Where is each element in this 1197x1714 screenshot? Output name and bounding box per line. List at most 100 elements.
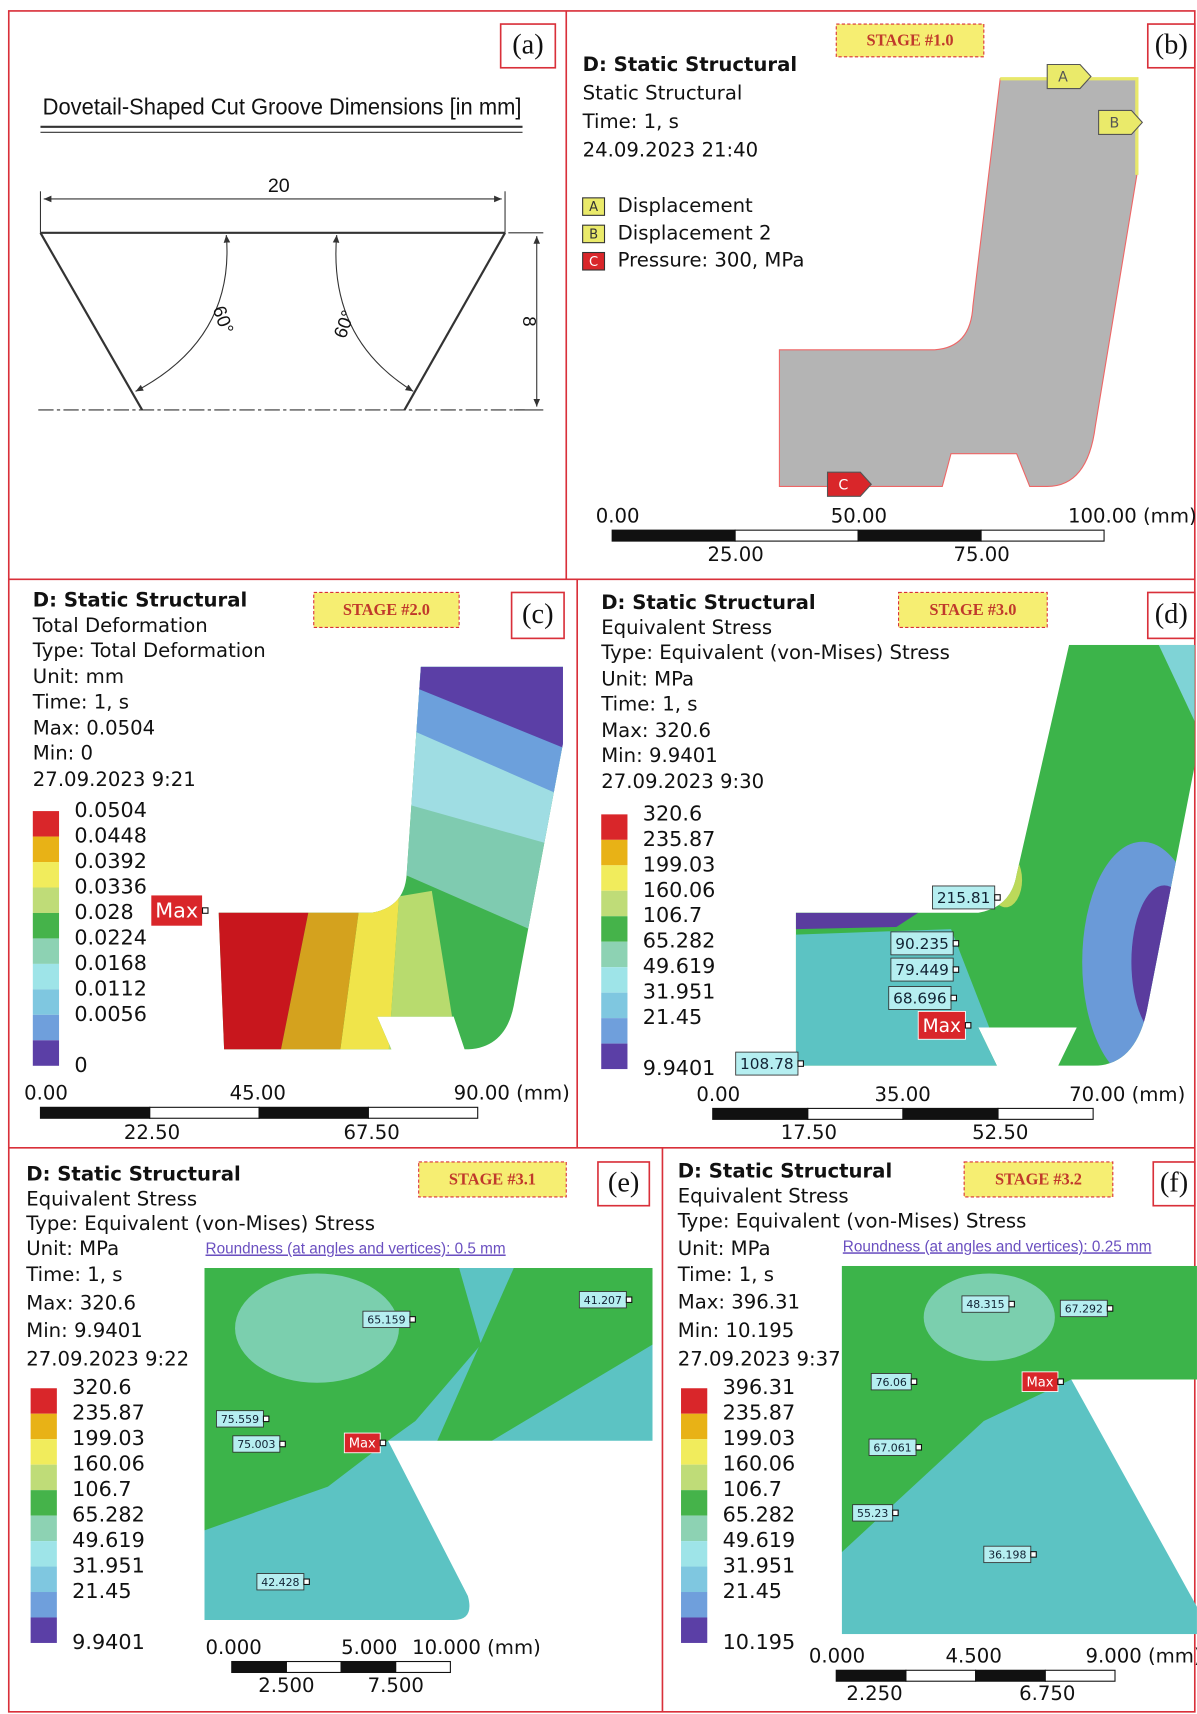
scale-segment [997, 1107, 1094, 1120]
edge-highlight [1000, 77, 1139, 175]
scale-label: 7.500 [368, 1674, 424, 1697]
probe-pointer [262, 1415, 270, 1423]
legend-swatch [30, 1490, 57, 1516]
legend-swatch [601, 941, 628, 968]
legend-swatch [601, 890, 628, 917]
probe-label: 36.198 [988, 1548, 1026, 1561]
probe-label: 65.159 [367, 1313, 405, 1326]
scale-segment [258, 1106, 369, 1119]
legend-value: 0.0224 [74, 925, 147, 949]
header-line: 27.09.2023 9:30 [601, 770, 764, 793]
support-text: Pressure: 300, MPa [618, 249, 805, 272]
legend-value: 235.87 [723, 1401, 796, 1425]
probe-pointer [279, 1440, 286, 1448]
probe-label: 75.559 [221, 1413, 259, 1426]
groove-drawing [38, 125, 544, 411]
legend-value: 49.619 [723, 1528, 796, 1552]
probe-label: 76.06 [876, 1376, 907, 1389]
legend-swatch [601, 1018, 628, 1044]
header-line: Min: 0 [33, 742, 93, 765]
scale-segment [980, 529, 1105, 542]
legend-swatch [601, 967, 628, 993]
dimension: 8 [519, 316, 540, 326]
header-line: Unit: MPa [26, 1237, 119, 1260]
legend-value: 199.03 [723, 1426, 796, 1450]
header-line: Time: 1, s [32, 690, 129, 713]
header-line: 27.09.2023 9:22 [26, 1347, 189, 1370]
scale-label: 6.750 [1019, 1682, 1075, 1705]
legend-swatch [32, 912, 60, 939]
support-flag [1046, 63, 1092, 90]
drawing-title: Dovetail-Shaped Cut Groove Dimensions [i… [43, 93, 522, 119]
probe-label: 108.78 [740, 1055, 794, 1073]
probe-label: 42.428 [261, 1576, 299, 1589]
probe-pointer [994, 894, 1001, 901]
stage-box [313, 591, 460, 628]
probe-label: 41.207 [584, 1294, 622, 1307]
probe-pointer [1106, 1305, 1114, 1312]
legend-value: 235.87 [643, 827, 716, 851]
legend-swatch [32, 1014, 60, 1041]
legend-value: 65.282 [72, 1503, 145, 1527]
legend-swatch [30, 1617, 57, 1643]
scale-label: 10.000 (mm) [412, 1636, 541, 1659]
probe-box [150, 894, 203, 927]
header-line: Type: Total Deformation [32, 639, 266, 662]
stage-box [898, 591, 1048, 628]
legend-value: 0.0056 [74, 1002, 147, 1026]
probe-label: Max [923, 1016, 961, 1037]
probe-label: 67.061 [873, 1441, 911, 1454]
probe-pointer [964, 1022, 972, 1029]
probe-label: Max [1026, 1375, 1053, 1390]
probe-label: 48.315 [966, 1298, 1004, 1311]
header-line: Max: 0.0504 [33, 717, 155, 740]
legend-value: 0.0392 [74, 849, 147, 873]
scale-segment [611, 529, 736, 542]
stage-box [418, 1161, 567, 1198]
legend-swatch [32, 989, 60, 1015]
scale-segment [149, 1106, 260, 1119]
legend-value: 49.619 [72, 1528, 145, 1552]
scale-segment [231, 1660, 287, 1674]
stage-box [963, 1161, 1114, 1198]
probe-pointer [952, 940, 960, 947]
probe-pointer [797, 1060, 804, 1067]
header-line: Time: 1, s [582, 110, 679, 133]
probe-pointer [201, 907, 209, 914]
legend-value: 106.7 [723, 1477, 782, 1501]
support-swatch [582, 251, 606, 271]
legend-swatch [32, 862, 60, 888]
legend-value: 9.9401 [643, 1056, 716, 1080]
probe-label: Max [155, 899, 198, 923]
support-tag: C [589, 255, 598, 270]
header-line: 27.09.2023 9:21 [33, 768, 196, 791]
probe-pointer [950, 994, 958, 1002]
probe-label: 68.696 [893, 990, 947, 1008]
legend-value: 10.195 [723, 1630, 796, 1654]
legend-value: 235.87 [72, 1401, 145, 1425]
angle: 60° [329, 307, 358, 341]
support-tag: A [589, 200, 598, 215]
legend-value: 0.0112 [74, 976, 147, 1000]
header-line: Min: 10.195 [678, 1319, 795, 1342]
header-line: Equivalent Stress [601, 616, 772, 639]
header-line: D: Static Structural [583, 53, 797, 76]
support-tag: B [589, 228, 598, 243]
scale-label: 35.00 [875, 1083, 931, 1106]
probe-pointer [379, 1439, 387, 1447]
legend-value: 106.7 [643, 903, 702, 927]
scale-segment [902, 1107, 999, 1120]
panel-label-box [510, 591, 565, 640]
legend-swatch [681, 1541, 708, 1567]
legend-value: 31.951 [72, 1554, 145, 1578]
panel-label-box [1146, 591, 1196, 640]
probe-pointer [910, 1378, 918, 1385]
header-line: Time: 1, s [677, 1263, 774, 1286]
scale-segment [395, 1660, 451, 1674]
probe-pointer [952, 966, 960, 973]
scale-segment [285, 1660, 342, 1674]
support-text: Displacement [618, 194, 753, 217]
support-flag-tag: A [1058, 70, 1068, 86]
probe-label: 79.449 [895, 961, 949, 979]
scale-label: 0.000 [809, 1645, 865, 1668]
